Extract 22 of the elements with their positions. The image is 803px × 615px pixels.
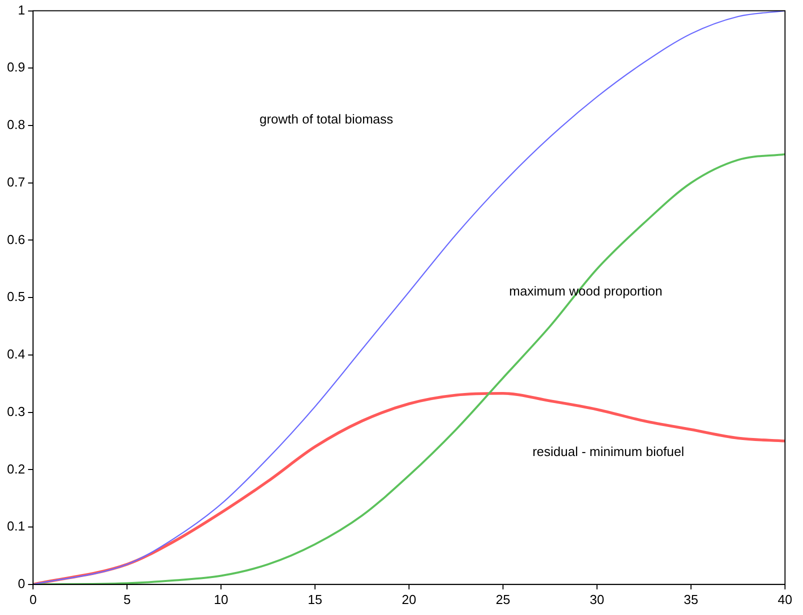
y-tick-label: 0.4: [6, 346, 26, 362]
x-tick-label: 5: [123, 592, 131, 607]
x-tick-label: 10: [214, 592, 228, 607]
x-tick-label: 40: [778, 592, 792, 607]
y-tick-label: 0.8: [6, 117, 26, 132]
annotation: residual - minimum biofuel: [532, 444, 684, 460]
x-tick-label: 15: [308, 592, 322, 607]
y-tick-label: 1: [18, 2, 26, 18]
y-tick-label: 0: [18, 576, 26, 591]
x-tick-label: 30: [590, 592, 604, 607]
x-tick-label: 0: [29, 592, 37, 607]
y-tick-label: 0.6: [6, 232, 26, 247]
x-tick-label: 25: [496, 592, 510, 607]
y-tick-label: 0.7: [6, 174, 26, 190]
y-tick-label: 0.3: [6, 404, 26, 419]
y-tick-label: 0.9: [6, 60, 26, 75]
annotation: growth of total biomass: [259, 111, 394, 126]
y-tick-label: 0.1: [6, 518, 26, 534]
x-tick-label: 20: [402, 592, 416, 607]
y-tick-label: 0.2: [6, 461, 26, 476]
y-tick-label: 0.5: [6, 289, 26, 304]
x-tick-label: 35: [684, 592, 698, 607]
